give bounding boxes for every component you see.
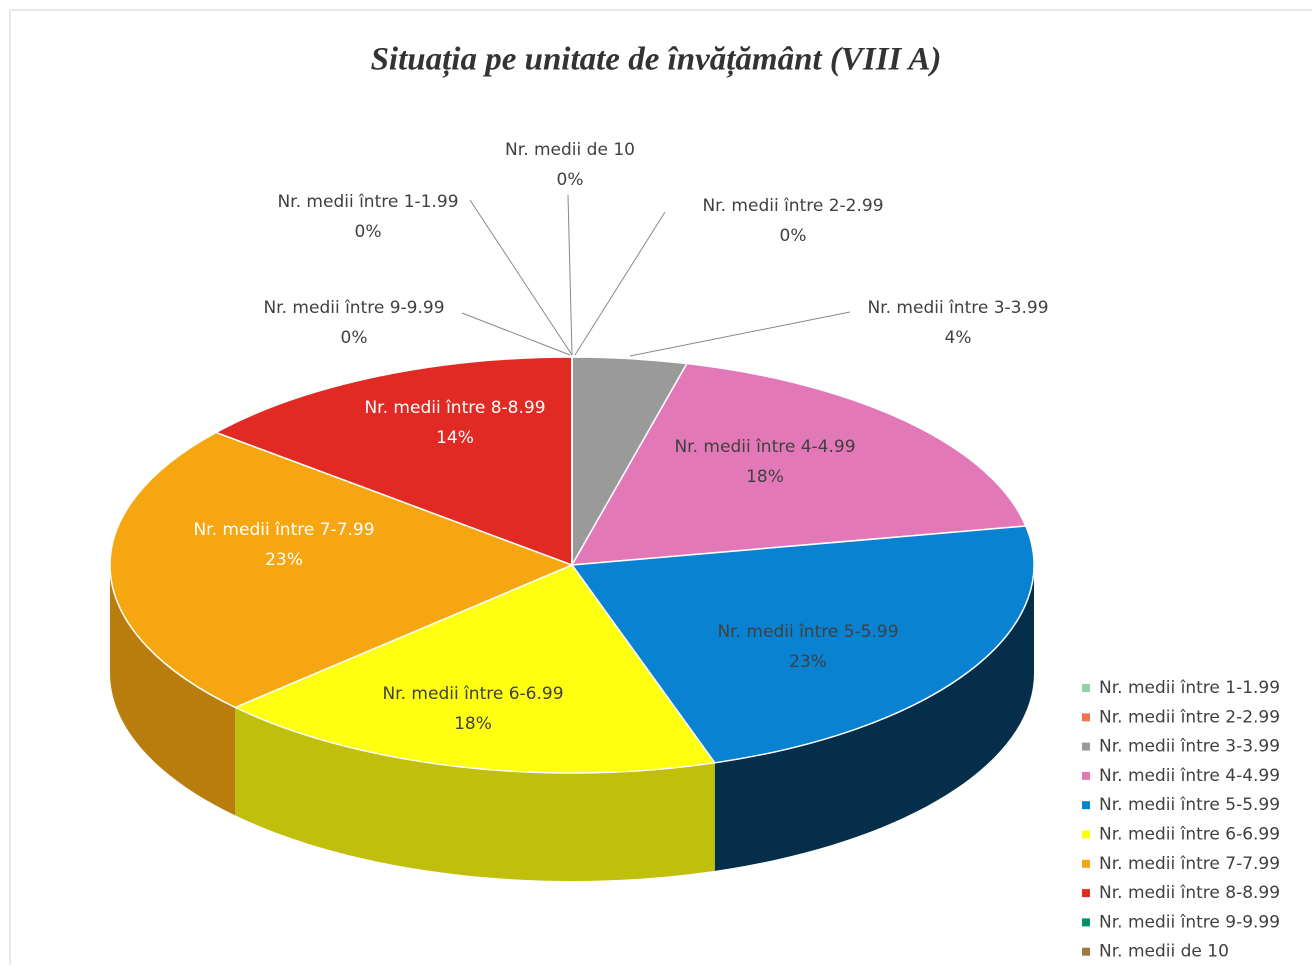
leader-line xyxy=(574,211,666,356)
data-label-value: 0% xyxy=(780,226,807,246)
legend-label: Nr. medii între 3-3.99 xyxy=(1099,737,1280,757)
data-label-name: Nr. medii între 8-8.99 xyxy=(364,398,545,418)
legend-label: Nr. medii între 6-6.99 xyxy=(1099,825,1280,845)
legend-label: Nr. medii între 8-8.99 xyxy=(1099,883,1280,903)
legend-swatch xyxy=(1082,742,1090,751)
legend-swatch xyxy=(1082,918,1090,927)
slice xyxy=(109,431,575,709)
legend-label: Nr. medii între 5-5.99 xyxy=(1099,795,1280,815)
data-label-value: 4% xyxy=(945,328,972,348)
data-label-value: 14% xyxy=(436,428,474,448)
data-label-value: 0% xyxy=(557,170,584,190)
data-label-name: Nr. medii de 10 xyxy=(505,140,635,160)
legend-swatch xyxy=(1082,947,1090,956)
data-label-value: 23% xyxy=(789,652,827,672)
legend-swatch xyxy=(1082,684,1090,692)
leader-line xyxy=(567,194,573,356)
slice xyxy=(233,564,717,774)
legend-label: Nr. medii de 10 xyxy=(1099,942,1229,962)
data-label-value: 18% xyxy=(746,467,784,487)
legend-swatch xyxy=(1082,771,1090,780)
data-label-name: Nr. medii între 6-6.99 xyxy=(382,684,563,704)
data-label-name: Nr. medii între 5-5.99 xyxy=(717,622,898,642)
slice-side xyxy=(110,565,236,816)
leader-line xyxy=(469,199,573,356)
slice-side xyxy=(235,707,715,881)
legend-swatch xyxy=(1082,830,1090,839)
legend-swatch xyxy=(1082,801,1090,810)
legend-label: Nr. medii între 7-7.99 xyxy=(1099,854,1280,874)
data-label-value: 23% xyxy=(265,550,303,570)
pie-sides xyxy=(110,565,1034,881)
slice xyxy=(570,362,1027,566)
leader-line xyxy=(629,311,851,357)
data-label-name: Nr. medii între 9-9.99 xyxy=(263,298,444,318)
data-label-name: Nr. medii între 1-1.99 xyxy=(277,192,458,212)
slice xyxy=(570,525,1035,764)
data-label-name: Nr. medii între 3-3.99 xyxy=(867,298,1048,318)
legend-swatch xyxy=(1082,859,1090,868)
legend-swatch xyxy=(1082,889,1090,898)
chart-title: Situația pe unitate de învățământ (VIII … xyxy=(371,42,942,79)
data-label-value: 18% xyxy=(454,714,492,734)
data-label-value: 0% xyxy=(355,222,382,242)
pie-tops xyxy=(109,356,1035,774)
data-label-value: 0% xyxy=(341,328,368,348)
slice-side xyxy=(714,565,1034,871)
legend-swatch xyxy=(1082,713,1090,722)
legend-label: Nr. medii între 9-9.99 xyxy=(1099,912,1280,932)
leader-line xyxy=(461,312,571,356)
data-label-name: Nr. medii între 2-2.99 xyxy=(702,196,883,216)
slice xyxy=(214,356,573,567)
legend-label: Nr. medii între 2-2.99 xyxy=(1099,707,1280,727)
legend-label: Nr. medii între 4-4.99 xyxy=(1099,766,1280,786)
data-label-name: Nr. medii între 4-4.99 xyxy=(674,437,855,457)
legend-label: Nr. medii între 1-1.99 xyxy=(1099,678,1280,698)
data-label-name: Nr. medii între 7-7.99 xyxy=(193,520,374,540)
